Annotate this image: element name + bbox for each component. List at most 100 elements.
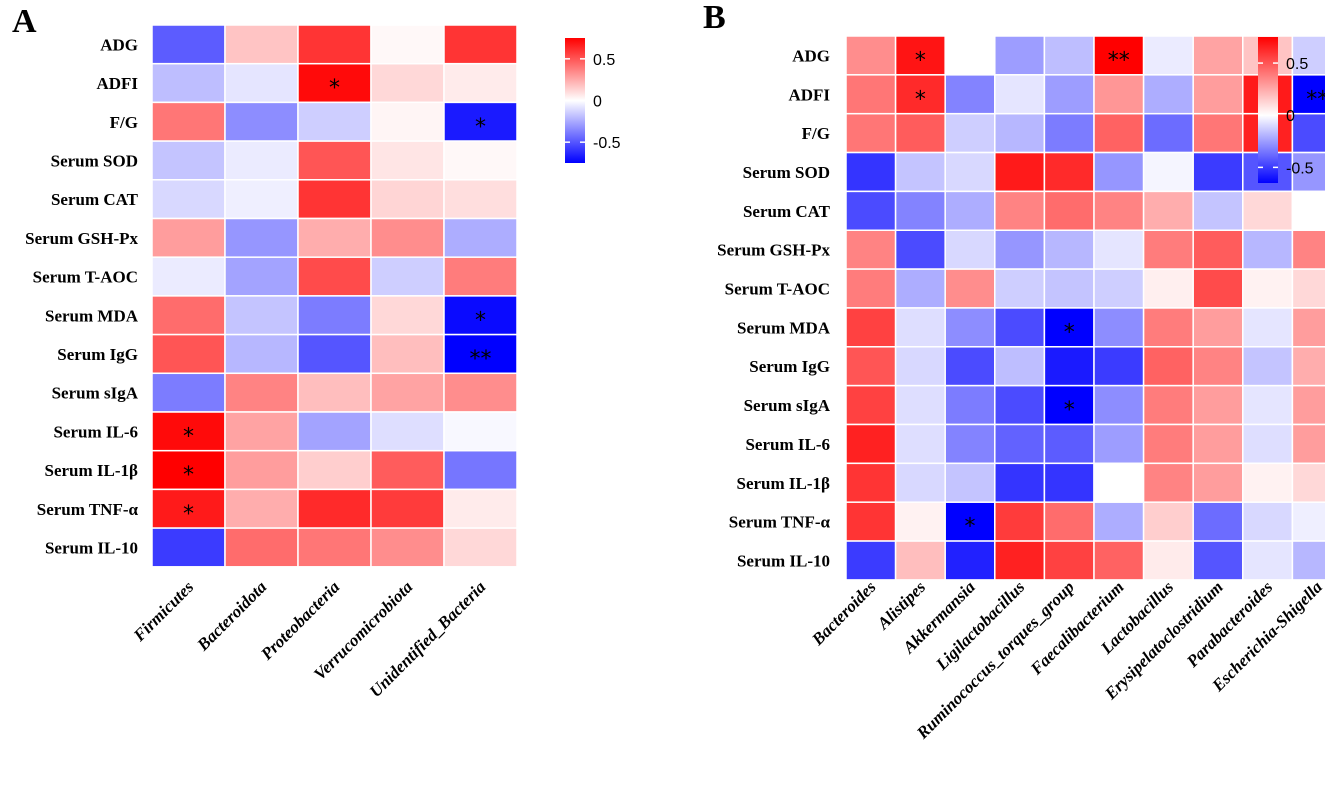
row-label: Serum GSH-Px <box>717 241 830 260</box>
heatmap-cell <box>443 527 518 568</box>
heatmap-cell <box>1192 501 1244 542</box>
heatmap-cell <box>370 179 445 220</box>
heatmap-cell <box>370 24 445 65</box>
heatmap-cell <box>994 151 1046 193</box>
heatmap-cell <box>944 35 996 76</box>
column-label: Ligilactobacillus <box>931 577 1028 674</box>
heatmap-cell <box>224 488 299 529</box>
heatmap-cell <box>297 24 372 65</box>
heatmap-cell <box>370 333 445 375</box>
heatmap-cell <box>1093 35 1145 76</box>
heatmap-cell <box>894 307 946 348</box>
heatmap-cell <box>1192 229 1244 270</box>
row-label: Serum SOD <box>51 151 138 170</box>
colorbar-b-gradient <box>1258 37 1278 183</box>
heatmap-cell <box>443 179 518 220</box>
heatmap-cell <box>370 62 445 104</box>
heatmap-cell <box>894 346 946 387</box>
colorbar-tick-label: -0.5 <box>593 135 621 152</box>
row-label: ADG <box>100 35 138 54</box>
significance-star: * <box>183 463 194 488</box>
row-label: Serum TNF-α <box>729 513 831 532</box>
heatmap-cell <box>151 62 226 104</box>
heatmap-cell <box>443 62 518 104</box>
heatmap-cell <box>370 101 445 142</box>
heatmap-cell <box>297 101 372 142</box>
row-label: Serum GSH-Px <box>25 229 138 248</box>
row-label: ADG <box>792 46 830 65</box>
heatmap-cell <box>1291 501 1325 542</box>
heatmap-cell <box>370 449 445 491</box>
heatmap-cell <box>1242 384 1294 426</box>
heatmap-cell <box>944 151 996 193</box>
heatmap-cell <box>1093 190 1145 231</box>
significance-star: * <box>329 76 340 101</box>
row-label: ADFI <box>788 85 830 104</box>
heatmap-cell <box>224 140 299 181</box>
heatmap-cell <box>944 423 996 465</box>
significance-star: ** <box>1306 87 1325 112</box>
heatmap-cell <box>994 307 1046 348</box>
heatmap-cell <box>994 190 1046 231</box>
heatmap-cell <box>1142 35 1194 76</box>
heatmap-cell <box>994 462 1046 503</box>
row-label: F/G <box>802 124 830 143</box>
heatmap-cell <box>1291 190 1325 231</box>
heatmap-cell <box>224 295 299 336</box>
heatmap-cell <box>894 190 946 231</box>
heatmap-cell <box>944 501 996 542</box>
heatmap-cell <box>845 462 897 503</box>
significance-star: * <box>965 515 976 540</box>
heatmap-cell <box>994 346 1046 387</box>
significance-star: * <box>183 502 194 527</box>
heatmap-cell <box>1043 112 1095 154</box>
row-label: Serum MDA <box>45 306 139 325</box>
row-label: Serum IgG <box>749 357 830 376</box>
heatmap-cell <box>151 372 226 413</box>
heatmap-cell <box>845 307 897 348</box>
heatmap-cell <box>1093 151 1145 193</box>
heatmap-cell <box>1142 151 1194 193</box>
heatmap-cell <box>1043 462 1095 503</box>
heatmap-cell <box>224 411 299 452</box>
heatmap-cell <box>1242 307 1294 348</box>
heatmap-cell <box>994 501 1046 542</box>
heatmap-cell <box>1043 74 1095 115</box>
heatmap-cell <box>1291 307 1325 348</box>
heatmap-cell <box>370 411 445 452</box>
heatmap-cell <box>224 372 299 413</box>
heatmap-cell <box>944 462 996 503</box>
heatmap-cell <box>1142 423 1194 465</box>
heatmap-cell <box>944 384 996 426</box>
heatmap-cell <box>443 140 518 181</box>
significance-star: * <box>915 87 926 112</box>
heatmap-cell <box>845 35 897 76</box>
heatmap-cell <box>994 229 1046 270</box>
heatmap-cell <box>1291 462 1325 503</box>
heatmap-cell <box>1093 74 1145 115</box>
heatmap-cell <box>224 217 299 258</box>
heatmap-cell <box>1142 307 1194 348</box>
heatmap-cell <box>297 333 372 375</box>
heatmap-cell <box>297 295 372 336</box>
heatmap-cell <box>944 307 996 348</box>
heatmap-cell <box>944 229 996 270</box>
heatmap-cell <box>1093 112 1145 154</box>
heatmap-cell <box>1142 462 1194 503</box>
heatmap-cell <box>224 256 299 297</box>
heatmap-cell <box>845 540 897 581</box>
row-label: Serum IL-6 <box>53 422 138 441</box>
heatmap-cell <box>297 217 372 258</box>
heatmap-cell <box>845 190 897 231</box>
heatmap-cell <box>224 24 299 65</box>
heatmap-cell <box>1192 74 1244 115</box>
significance-star: ** <box>470 347 492 372</box>
significance-star: * <box>915 48 926 73</box>
heatmap-cell <box>1093 384 1145 426</box>
row-label: Serum IL-6 <box>745 435 830 454</box>
row-label: Serum IL-10 <box>45 538 138 557</box>
heatmap-cell <box>1291 423 1325 465</box>
heatmap-cell <box>1142 540 1194 581</box>
heatmap-cell <box>1043 540 1095 581</box>
heatmap-cell <box>1242 462 1294 503</box>
